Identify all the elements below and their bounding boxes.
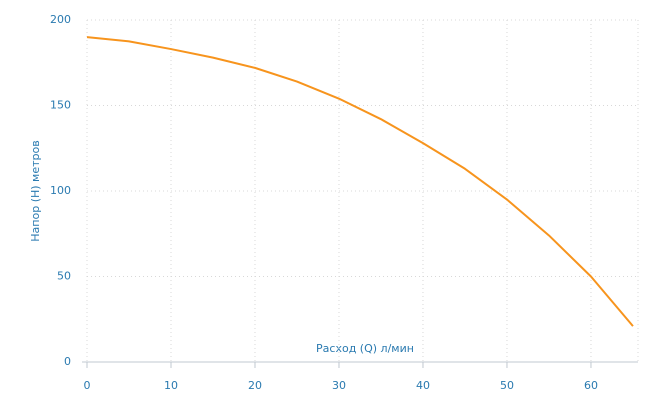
line-series: [86, 36, 634, 327]
y-tick-label: 100: [50, 184, 71, 197]
x-tick-label: 40: [416, 379, 430, 392]
x-tick-label: 60: [584, 379, 598, 392]
x-tick-label: 10: [164, 379, 178, 392]
y-tick-label: 200: [50, 13, 71, 26]
y-tick-label: 150: [50, 99, 71, 112]
x-axis-label: Расход (Q) л/мин: [316, 342, 414, 355]
x-tick-label: 0: [84, 379, 91, 392]
y-tick-label: 0: [64, 355, 71, 368]
x-tick-label: 30: [332, 379, 346, 392]
y-axis-label: Напор (H) метров: [29, 140, 42, 241]
x-tick-label: 50: [500, 379, 514, 392]
y-tick-label: 50: [57, 270, 71, 283]
x-tick-label: 20: [248, 379, 262, 392]
